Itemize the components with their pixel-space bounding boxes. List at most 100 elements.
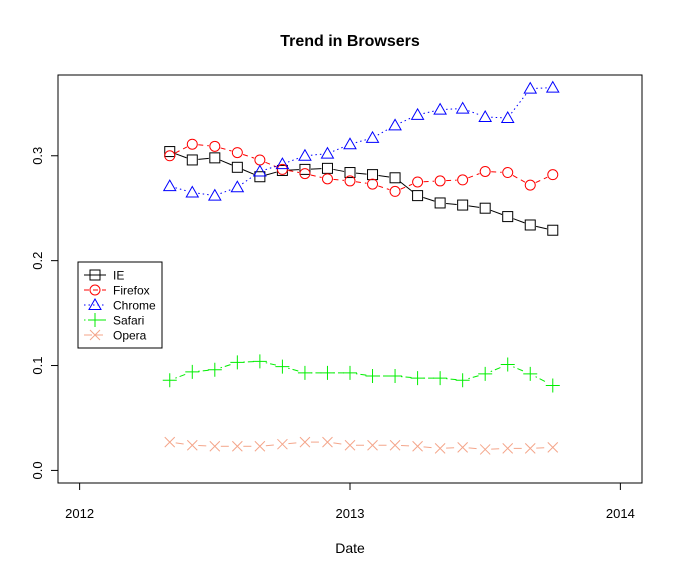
data-point xyxy=(480,203,490,213)
line-segment xyxy=(401,117,413,122)
line-segment xyxy=(198,193,209,194)
line-segment xyxy=(401,377,412,378)
data-point xyxy=(434,104,446,115)
y-axis: 0.00.10.20.3 xyxy=(30,147,58,480)
data-point xyxy=(368,179,378,189)
data-point xyxy=(390,173,400,183)
line-segment xyxy=(468,111,479,115)
data-point xyxy=(253,354,267,368)
line-segment xyxy=(356,140,367,143)
legend-label: Safari xyxy=(113,314,144,328)
line-segment xyxy=(198,145,209,146)
data-point xyxy=(187,155,197,165)
data-point xyxy=(480,166,490,176)
data-point xyxy=(232,148,242,158)
x-tick-label: 2013 xyxy=(336,506,365,521)
data-point xyxy=(366,369,380,383)
data-point xyxy=(298,366,312,380)
line-segment xyxy=(423,197,434,201)
data-point xyxy=(435,198,445,208)
line-segment xyxy=(356,182,367,183)
data-point xyxy=(322,174,332,184)
line-segment xyxy=(311,154,322,155)
data-point xyxy=(501,357,515,371)
x-tick-label: 2014 xyxy=(606,506,635,521)
line-segment xyxy=(378,175,389,176)
line-segment xyxy=(356,173,367,174)
series-chrome xyxy=(164,82,559,201)
data-point xyxy=(275,360,289,374)
line-segment xyxy=(175,147,187,153)
data-point xyxy=(255,172,265,182)
data-point xyxy=(525,180,535,190)
data-point xyxy=(548,442,558,452)
data-point xyxy=(254,165,266,176)
line-segment xyxy=(536,377,548,383)
legend-label: Opera xyxy=(113,329,147,343)
data-point xyxy=(388,369,402,383)
data-point xyxy=(322,163,332,173)
data-point xyxy=(525,443,535,453)
data-point xyxy=(524,83,536,94)
data-point xyxy=(255,155,265,165)
data-point xyxy=(503,168,513,178)
data-point xyxy=(210,141,220,151)
data-point xyxy=(210,153,220,163)
data-point xyxy=(546,378,560,392)
line-segment xyxy=(491,367,502,372)
x-axis-label: Date xyxy=(335,540,365,556)
data-point xyxy=(343,366,357,380)
line-segment xyxy=(198,370,209,371)
line-segment xyxy=(220,189,231,193)
data-point xyxy=(231,181,243,192)
line-segment xyxy=(266,172,277,175)
line-segment xyxy=(288,158,299,162)
data-point xyxy=(390,186,400,196)
data-point xyxy=(547,82,559,93)
y-tick-label: 0.1 xyxy=(30,356,45,374)
data-point xyxy=(163,373,177,387)
data-point xyxy=(367,132,379,143)
data-point xyxy=(525,220,535,230)
line-segment xyxy=(175,154,186,158)
line-segment xyxy=(511,93,526,113)
line-segment xyxy=(469,206,480,207)
data-point xyxy=(523,367,537,381)
line-segment xyxy=(175,374,186,378)
line-segment xyxy=(333,169,344,171)
line-segment xyxy=(333,443,344,444)
data-point xyxy=(458,200,468,210)
data-point xyxy=(413,441,423,451)
series-opera xyxy=(165,437,558,454)
series-firefox xyxy=(165,139,558,196)
data-point xyxy=(165,151,175,161)
data-point xyxy=(548,170,558,180)
line-segment xyxy=(378,128,390,135)
data-point xyxy=(165,437,175,447)
line-segment xyxy=(288,368,299,371)
data-point xyxy=(458,175,468,185)
data-point xyxy=(413,177,423,187)
legend-label: IE xyxy=(113,269,124,283)
data-point xyxy=(232,441,242,451)
legend-label: Firefox xyxy=(113,284,150,298)
line-segment xyxy=(266,166,277,170)
data-point xyxy=(255,441,265,451)
data-point xyxy=(232,162,242,172)
line-segment xyxy=(356,374,367,375)
line-segment xyxy=(400,182,413,192)
line-segment xyxy=(468,376,479,379)
data-point xyxy=(457,103,469,114)
data-point xyxy=(412,109,424,120)
series-safari xyxy=(163,354,560,392)
data-point xyxy=(208,363,222,377)
data-point xyxy=(368,440,378,450)
line-segment xyxy=(446,204,457,205)
data-point xyxy=(300,437,310,447)
data-point xyxy=(209,190,221,201)
line-segment xyxy=(288,170,299,172)
y-tick-label: 0.3 xyxy=(30,147,45,165)
line-segment xyxy=(536,226,547,229)
data-point xyxy=(435,443,445,453)
